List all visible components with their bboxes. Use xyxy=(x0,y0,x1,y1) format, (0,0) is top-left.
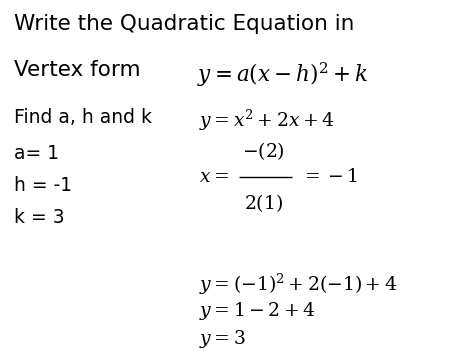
Text: Vertex form: Vertex form xyxy=(14,60,141,80)
Text: $2(1)$: $2(1)$ xyxy=(244,192,283,214)
Text: $y = x^2 + 2x + 4$: $y = x^2 + 2x + 4$ xyxy=(199,108,335,133)
Text: $= -1$: $= -1$ xyxy=(301,167,358,186)
Text: $y = 1 - 2 + 4$: $y = 1 - 2 + 4$ xyxy=(199,300,316,322)
Text: $y = a(x-h)^2 + k$: $y = a(x-h)^2 + k$ xyxy=(197,60,368,89)
Text: $y = (-1)^2 + 2(-1) + 4$: $y = (-1)^2 + 2(-1) + 4$ xyxy=(199,272,397,297)
Text: h = -1: h = -1 xyxy=(14,176,73,195)
Text: Find a, h and k: Find a, h and k xyxy=(14,108,152,127)
Text: Write the Quadratic Equation in: Write the Quadratic Equation in xyxy=(14,14,355,34)
Text: $-(2)$: $-(2)$ xyxy=(242,140,284,162)
Text: a= 1: a= 1 xyxy=(14,144,59,163)
Text: $y = 3$: $y = 3$ xyxy=(199,328,246,350)
Text: $x =$: $x =$ xyxy=(199,167,229,186)
Text: k = 3: k = 3 xyxy=(14,208,65,227)
